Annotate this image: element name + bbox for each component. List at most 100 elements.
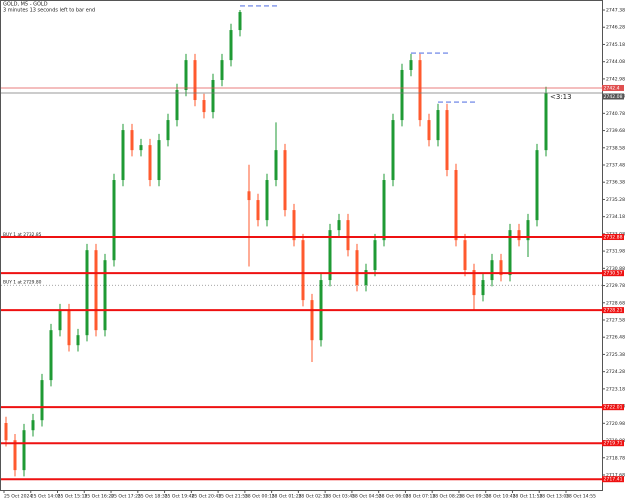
countdown: <3:13: [550, 93, 572, 101]
x-tick-label: 25 Oct 17:25: [111, 494, 141, 500]
candle-body: [67, 310, 71, 346]
candle-body: [13, 440, 17, 471]
y-tick-label: 2727.58: [606, 317, 625, 323]
x-tick-label: 28 Oct 08:25: [432, 494, 462, 500]
x-tick-label: 28 Oct 10:45: [486, 494, 516, 500]
y-tick-label: 2734.18: [606, 214, 625, 220]
candle-body: [157, 140, 161, 181]
x-tick-label: 28 Oct 01:25: [272, 494, 302, 500]
candle-body: [337, 220, 341, 231]
level-tag-label: 2728.21: [604, 308, 623, 314]
level-tag: [602, 440, 624, 447]
x-tick-label: 25 Oct 18:35: [138, 494, 168, 500]
candle-body: [445, 110, 449, 171]
y-tick-label: 2724.28: [606, 369, 625, 375]
candle-body: [202, 100, 206, 113]
y-tick-label: 2730.88: [606, 266, 625, 272]
last-price-tag: [602, 84, 624, 91]
candle-body: [418, 60, 422, 121]
x-tick-label: 28 Oct 04:55: [352, 494, 382, 500]
candle-body: [40, 380, 44, 421]
candle-body: [400, 69, 404, 121]
x-tick-label: 28 Oct 09:35: [459, 494, 489, 500]
candle-body: [427, 120, 431, 141]
y-tick-label: 2740.78: [606, 111, 625, 117]
y-tick-label: 2731.98: [606, 249, 625, 255]
candle-body: [436, 110, 440, 141]
candle-body: [490, 260, 494, 281]
bid-tag: [602, 93, 624, 100]
candle-body: [220, 60, 224, 80]
candle-body: [382, 180, 386, 241]
y-tick-label: 2720.98: [606, 421, 625, 427]
candle-body: [184, 60, 188, 91]
x-tick-label: 28 Oct 11:55: [512, 494, 542, 500]
candle-body: [247, 191, 251, 201]
candle-body: [328, 230, 332, 281]
candle-body: [85, 250, 89, 336]
level-tag-label: 2732.88: [604, 235, 623, 241]
y-tick-label: 2725.38: [606, 352, 625, 358]
candle-body: [310, 300, 314, 341]
x-tick-label: 28 Oct 02:35: [298, 494, 328, 500]
x-tick-label: 28 Oct 07:15: [405, 494, 435, 500]
candle-body: [94, 250, 98, 331]
order-label: BUY 1 at 2729.80: [3, 280, 42, 286]
candle-body: [508, 230, 512, 276]
candle-body: [256, 200, 260, 221]
y-tick-label: 2739.68: [606, 128, 625, 134]
candle-body: [274, 150, 278, 181]
x-tick-label: 25 Oct 14:05: [31, 494, 61, 500]
candle-body: [31, 420, 35, 431]
order-label: BUY 1 at 2732.85: [3, 232, 42, 238]
y-tick-label: 2728.68: [606, 300, 625, 306]
level-tag-label: 2730.57: [604, 271, 623, 277]
level-tag: [602, 270, 624, 277]
x-tick-label: 28 Oct 03:45: [325, 494, 355, 500]
candle-body: [139, 145, 143, 151]
candle-body: [373, 240, 377, 271]
x-tick-label: 28 Oct 00:15: [245, 494, 275, 500]
level-tag-label: 2722.01: [604, 405, 623, 411]
candle-body: [238, 12, 242, 31]
y-tick-label: 2744.08: [606, 59, 625, 65]
y-tick-label: 2736.38: [606, 180, 625, 186]
candle-body: [283, 150, 287, 211]
x-tick-label: 25 Oct 19:40: [165, 494, 195, 500]
candle-body: [292, 210, 296, 241]
level-tag: [602, 234, 624, 241]
candle-body: [265, 180, 269, 221]
last-price-label: 2742.4: [604, 85, 620, 91]
candle-body: [148, 145, 152, 181]
candle-body: [211, 79, 215, 113]
y-tick-label: 2723.18: [606, 386, 625, 392]
y-tick-label: 2737.48: [606, 163, 625, 169]
candle-body: [166, 120, 170, 141]
candle-body: [175, 90, 179, 121]
candle-body: [454, 170, 458, 241]
candle-body: [301, 240, 305, 301]
candle-body: [544, 92, 548, 151]
timer-text: 3 minutes 13 seconds left to bar end: [3, 8, 95, 14]
candle-body: [112, 180, 116, 261]
candle-body: [355, 250, 359, 286]
y-tick-label: 2745.18: [606, 42, 625, 48]
y-tick-label: 2726.48: [606, 335, 625, 341]
candle-body: [193, 60, 197, 101]
y-tick-label: 2717.68: [606, 472, 625, 478]
candle-body: [49, 330, 53, 381]
y-tick-label: 2746.28: [606, 25, 625, 31]
y-tick-label: 2729.78: [606, 283, 625, 289]
y-tick-label: 2742.98: [606, 76, 625, 82]
candle-body: [22, 430, 26, 471]
candle-body: [472, 270, 476, 296]
candle-body: [121, 130, 125, 181]
bid-label: 2742.08: [604, 94, 623, 100]
candle-body: [229, 30, 233, 61]
candle-body: [481, 280, 485, 296]
x-tick-label: 28 Oct 13:05: [539, 494, 569, 500]
candle-body: [499, 260, 503, 276]
candle-body: [535, 150, 539, 221]
x-tick-label: 25 Oct 20:45: [191, 494, 221, 500]
